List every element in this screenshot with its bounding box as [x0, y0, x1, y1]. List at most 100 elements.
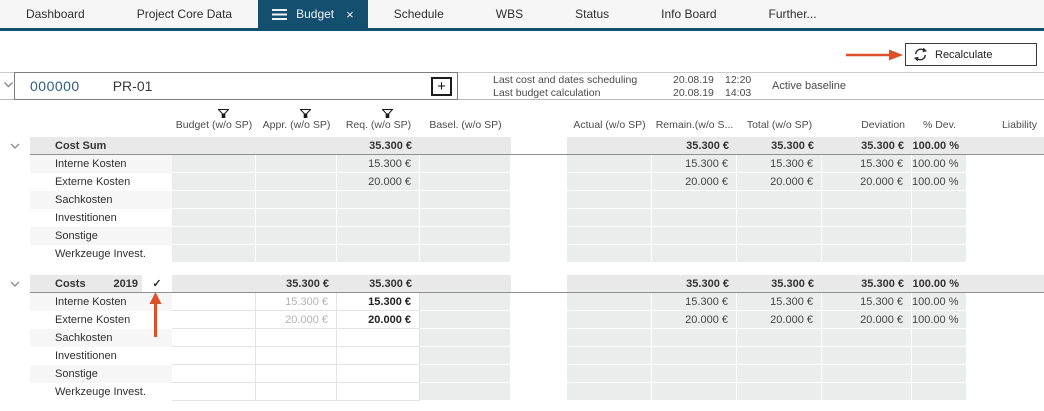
- cell-basel: [420, 347, 511, 365]
- tab-label: Info Board: [661, 7, 717, 21]
- cell-appr[interactable]: [256, 329, 337, 347]
- row-label: Externe Kosten: [55, 314, 131, 326]
- cell-liability: [967, 155, 1044, 173]
- cell-actual: [567, 209, 652, 227]
- cell-budget[interactable]: [172, 383, 256, 401]
- column-header-actual[interactable]: Actual (w/o SP): [573, 119, 646, 131]
- column-header-deviation[interactable]: Deviation: [861, 119, 905, 131]
- menu-icon[interactable]: [272, 8, 288, 20]
- tab-schedule[interactable]: Schedule: [368, 0, 470, 28]
- cell-req[interactable]: 20.000 €: [337, 311, 420, 329]
- cell-deviation: [822, 383, 912, 401]
- project-collapse-chevron-icon[interactable]: [3, 81, 14, 88]
- cell-req[interactable]: [337, 365, 420, 383]
- column-header-remain[interactable]: Remain.(w/o S...: [655, 119, 734, 131]
- cell-req[interactable]: [337, 347, 420, 365]
- close-tab-icon[interactable]: ×: [346, 6, 354, 22]
- cell-total: [737, 245, 822, 263]
- cell-liability: [967, 329, 1044, 347]
- column-header-total[interactable]: Total (w/o SP): [746, 119, 813, 131]
- tab-info-board[interactable]: Info Board: [635, 0, 742, 28]
- cell-req: [337, 209, 420, 227]
- cell-total: [737, 191, 822, 209]
- cell-budget[interactable]: [172, 329, 256, 347]
- tab-dashboard[interactable]: Dashboard: [0, 0, 111, 28]
- tab-budget[interactable]: Budget ×: [258, 0, 368, 28]
- table-row: Werkzeuge Invest.: [0, 383, 1044, 401]
- column-header-basel[interactable]: Basel. (w/o SP): [429, 119, 502, 131]
- filter-icon-budget[interactable]: [217, 109, 229, 118]
- cell-remain: [652, 209, 737, 227]
- cell-req[interactable]: [337, 383, 420, 401]
- cell-appr[interactable]: [256, 347, 337, 365]
- row-label: Werkzeuge Invest.: [55, 386, 146, 398]
- group-total-remain: 35.300 €: [652, 275, 737, 293]
- row-label: Sonstige: [30, 227, 172, 245]
- tab-label: Project Core Data: [136, 7, 233, 21]
- tab-status[interactable]: Status: [549, 0, 635, 28]
- cell-budget[interactable]: [172, 365, 256, 383]
- info-time: 12:20: [725, 74, 752, 86]
- cell-liability: [967, 347, 1044, 365]
- tab-wbs[interactable]: WBS: [470, 0, 549, 28]
- group-total-appr: 35.300 €: [256, 275, 337, 293]
- row-label: Investitionen: [55, 212, 117, 224]
- group-total-basel: [420, 137, 511, 155]
- cell-total: 20.000 €: [737, 173, 822, 191]
- filter-cell: [967, 103, 1044, 118]
- row-label: Interne Kosten: [30, 155, 172, 173]
- column-header-appr[interactable]: Appr. (w/o SP): [262, 119, 331, 131]
- cell-pdev: 100.00 %: [912, 311, 967, 329]
- table-row: Sonstige: [0, 365, 1044, 383]
- project-box[interactable]: 000000 PR-01 +: [14, 72, 458, 100]
- column-header-liability[interactable]: Liability: [1001, 119, 1037, 131]
- column-header-req[interactable]: Req. (w/o SP): [345, 119, 412, 131]
- info-label: Last cost and dates scheduling: [493, 74, 638, 86]
- cell-deviation: 15.300 €: [822, 155, 912, 173]
- cell-req[interactable]: 15.300 €: [337, 293, 420, 311]
- cell-actual: [567, 155, 652, 173]
- group-total-req: 35.300 €: [337, 137, 420, 155]
- cell-basel: [420, 191, 511, 209]
- filter-icon-req[interactable]: [382, 109, 393, 118]
- cell-total: 20.000 €: [737, 311, 822, 329]
- cell-remain: [652, 365, 737, 383]
- cell-deviation: 20.000 €: [822, 173, 912, 191]
- group-total-total: 35.300 €: [737, 275, 822, 293]
- tab-further[interactable]: Further...: [743, 0, 843, 28]
- cell-budget[interactable]: [172, 293, 256, 311]
- filter-icon-appr[interactable]: [300, 109, 311, 118]
- cell-liability: [967, 191, 1044, 209]
- cell-appr[interactable]: [256, 383, 337, 401]
- column-header-pdev[interactable]: % Dev.: [922, 119, 957, 131]
- table-row: Sachkosten: [0, 329, 1044, 347]
- cell-pdev: 100.00 %: [912, 293, 967, 311]
- cell-budget[interactable]: [172, 347, 256, 365]
- tab-project-core-data[interactable]: Project Core Data: [111, 0, 258, 28]
- group-total-req: 35.300 €: [337, 275, 420, 293]
- cell-pdev: 100.00 %: [912, 155, 967, 173]
- cell-basel: [420, 383, 511, 401]
- cell-total: [737, 347, 822, 365]
- group-total-remain: 35.300 €: [652, 137, 737, 155]
- filter-cell: [652, 103, 737, 118]
- recalculate-button[interactable]: Recalculate: [905, 43, 1037, 66]
- expand-chevron-icon[interactable]: [0, 275, 30, 293]
- cell-budget[interactable]: [172, 311, 256, 329]
- cell-appr[interactable]: 20.000 €: [256, 311, 337, 329]
- column-header-budget[interactable]: Budget (w/o SP): [175, 119, 253, 131]
- add-button[interactable]: +: [431, 76, 452, 96]
- expand-chevron-icon[interactable]: [0, 137, 30, 155]
- cell-req[interactable]: [337, 329, 420, 347]
- cell-req: 15.300 €: [337, 155, 420, 173]
- cell-total: [737, 227, 822, 245]
- baseline-checkmark-icon[interactable]: ✓: [142, 275, 172, 292]
- cell-remain: [652, 347, 737, 365]
- cell-liability: [967, 173, 1044, 191]
- group-total-actual: [567, 275, 652, 293]
- cell-req: 20.000 €: [337, 173, 420, 191]
- cell-appr[interactable]: 15.300 €: [256, 293, 337, 311]
- cell-appr[interactable]: [256, 365, 337, 383]
- table-row: Interne Kosten 15.300 €15.300 €15.300 €15…: [0, 155, 1044, 173]
- group-total-budget: [172, 137, 256, 155]
